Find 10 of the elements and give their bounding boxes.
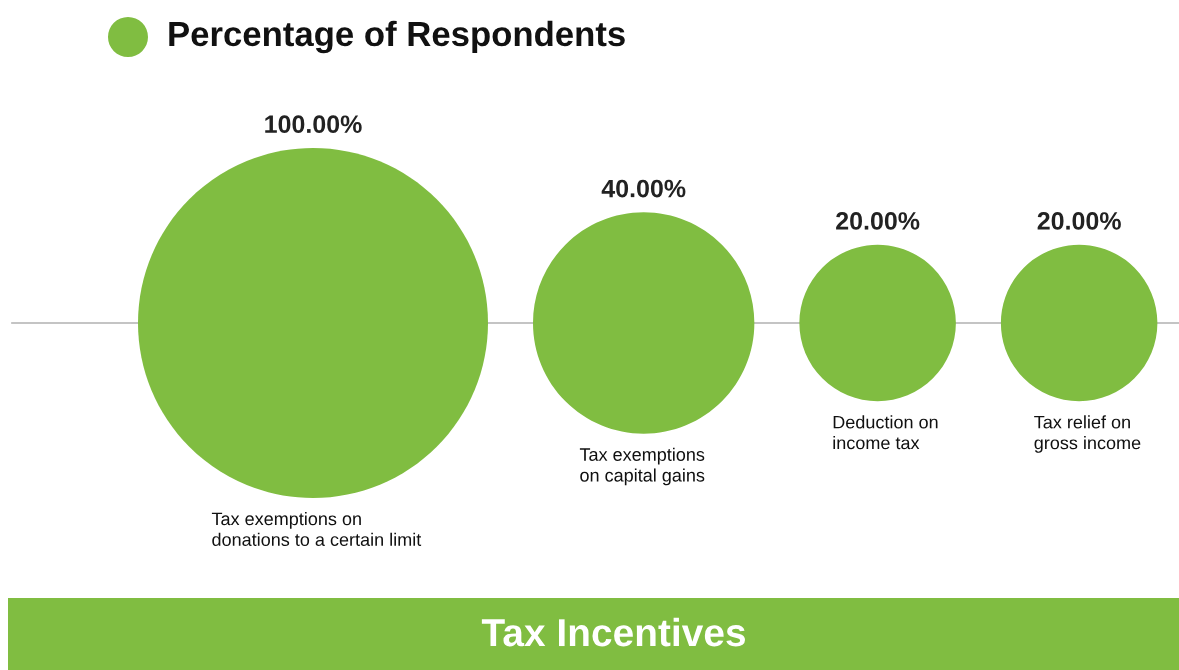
data-label: 20.00% (836, 212, 920, 230)
data-label: 20.00% (1037, 212, 1121, 230)
category-label: Tax exemptions on capital gains (579, 447, 705, 486)
text: Tax Incentives (481, 617, 745, 647)
category-label: Tax exemptions on donations to a certain limit (211, 512, 422, 547)
data-label: 40.00% (601, 179, 686, 198)
category-label: Deduction on income tax (833, 415, 938, 450)
category-label: Tax relief on gross income (1034, 415, 1141, 453)
legend-label: Percentage of Respondents (169, 20, 625, 54)
data-label: 100.00% (265, 115, 362, 134)
